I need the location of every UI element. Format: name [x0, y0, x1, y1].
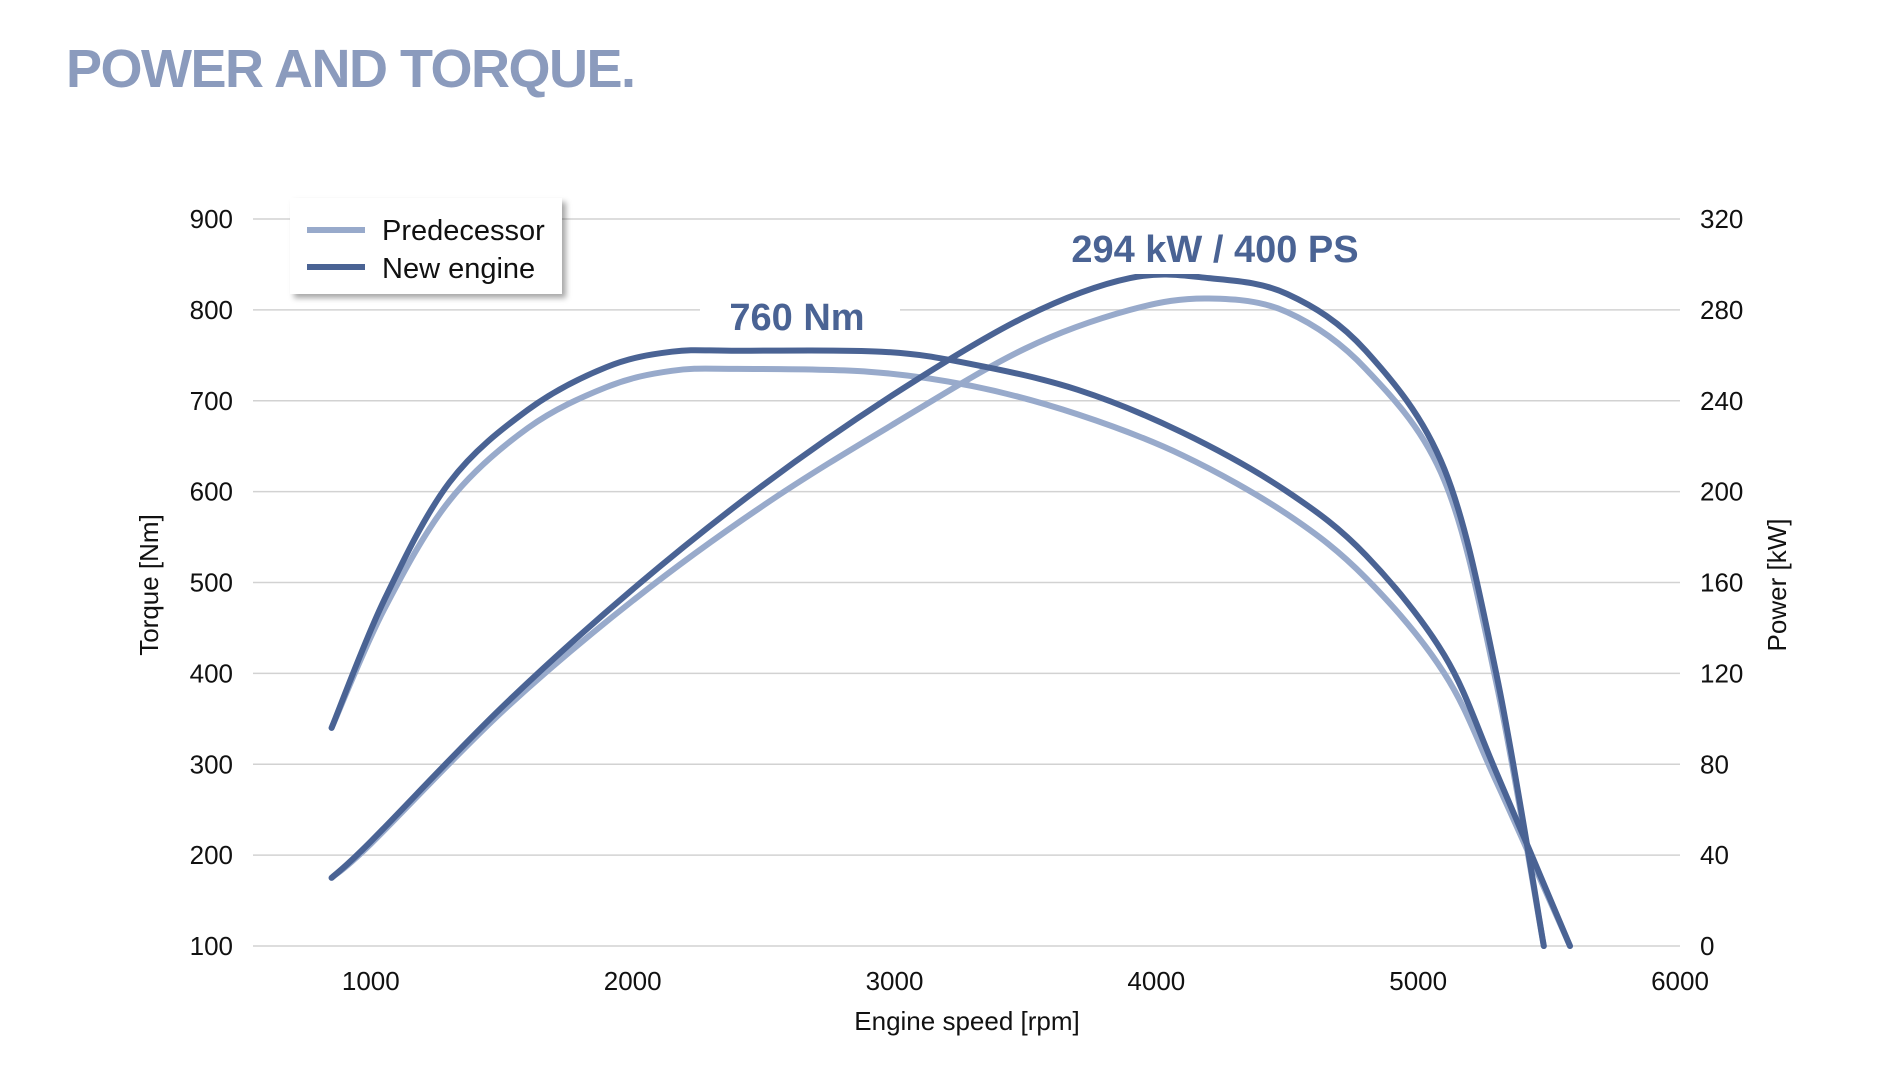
- x-axis-label: Engine speed [rpm]: [854, 1006, 1079, 1036]
- y-right-tick-label: 240: [1700, 386, 1743, 416]
- torque-annotation-label: 760 Nm: [729, 297, 864, 339]
- y-left-tick-label: 500: [190, 568, 233, 598]
- tick-labels: 100 200 300 400 500 600 700 800 900 0 40 80 120 160 20…: [190, 204, 1744, 996]
- y-left-tick-label: 800: [190, 295, 233, 325]
- y-right-tick-label: 120: [1700, 658, 1743, 688]
- x-tick-label: 2000: [604, 966, 662, 996]
- new-engine-torque-line: [328, 347, 1573, 949]
- x-tick-label: 6000: [1651, 966, 1709, 996]
- grid-lines: [253, 218, 1680, 947]
- y-left-tick-label: 200: [190, 840, 233, 870]
- new-engine-power-line: [328, 271, 1547, 949]
- y-right-tick-label: 80: [1700, 749, 1729, 779]
- predecessor-power-line: [328, 295, 1547, 949]
- x-tick-label: 4000: [1127, 966, 1185, 996]
- legend-label-predecessor: Predecessor: [382, 215, 545, 247]
- x-tick-label: 5000: [1389, 966, 1447, 996]
- predecessor-torque-line: [328, 365, 1573, 949]
- legend-label-new-engine: New engine: [382, 253, 535, 285]
- legend: Predecessor New engine: [290, 198, 562, 294]
- y-axis-right-label: Power [kW]: [1762, 519, 1792, 652]
- y-right-tick-label: 320: [1700, 204, 1743, 234]
- y-left-tick-label: 700: [190, 386, 233, 416]
- y-left-tick-label: 600: [190, 477, 233, 507]
- series-lines: [328, 271, 1573, 949]
- power-annotation: 294 kW / 400 PS: [1070, 222, 1360, 274]
- power-annotation-label: 294 kW / 400 PS: [1071, 229, 1358, 271]
- x-tick-label: 1000: [342, 966, 400, 996]
- y-left-tick-label: 100: [190, 931, 233, 961]
- y-left-tick-label: 300: [190, 749, 233, 779]
- y-axis-left-label: Torque [Nm]: [134, 514, 164, 656]
- page-title: POWER AND TORQUE.: [66, 39, 636, 99]
- y-right-tick-label: 40: [1700, 840, 1729, 870]
- y-right-tick-label: 160: [1700, 568, 1743, 598]
- y-left-tick-label: 400: [190, 658, 233, 688]
- x-tick-label: 3000: [866, 966, 924, 996]
- y-right-tick-label: 200: [1700, 477, 1743, 507]
- y-left-tick-label: 900: [190, 204, 233, 234]
- y-right-tick-label: 0: [1700, 931, 1714, 961]
- torque-annotation: 760 Nm: [700, 290, 900, 342]
- y-right-tick-label: 280: [1700, 295, 1743, 325]
